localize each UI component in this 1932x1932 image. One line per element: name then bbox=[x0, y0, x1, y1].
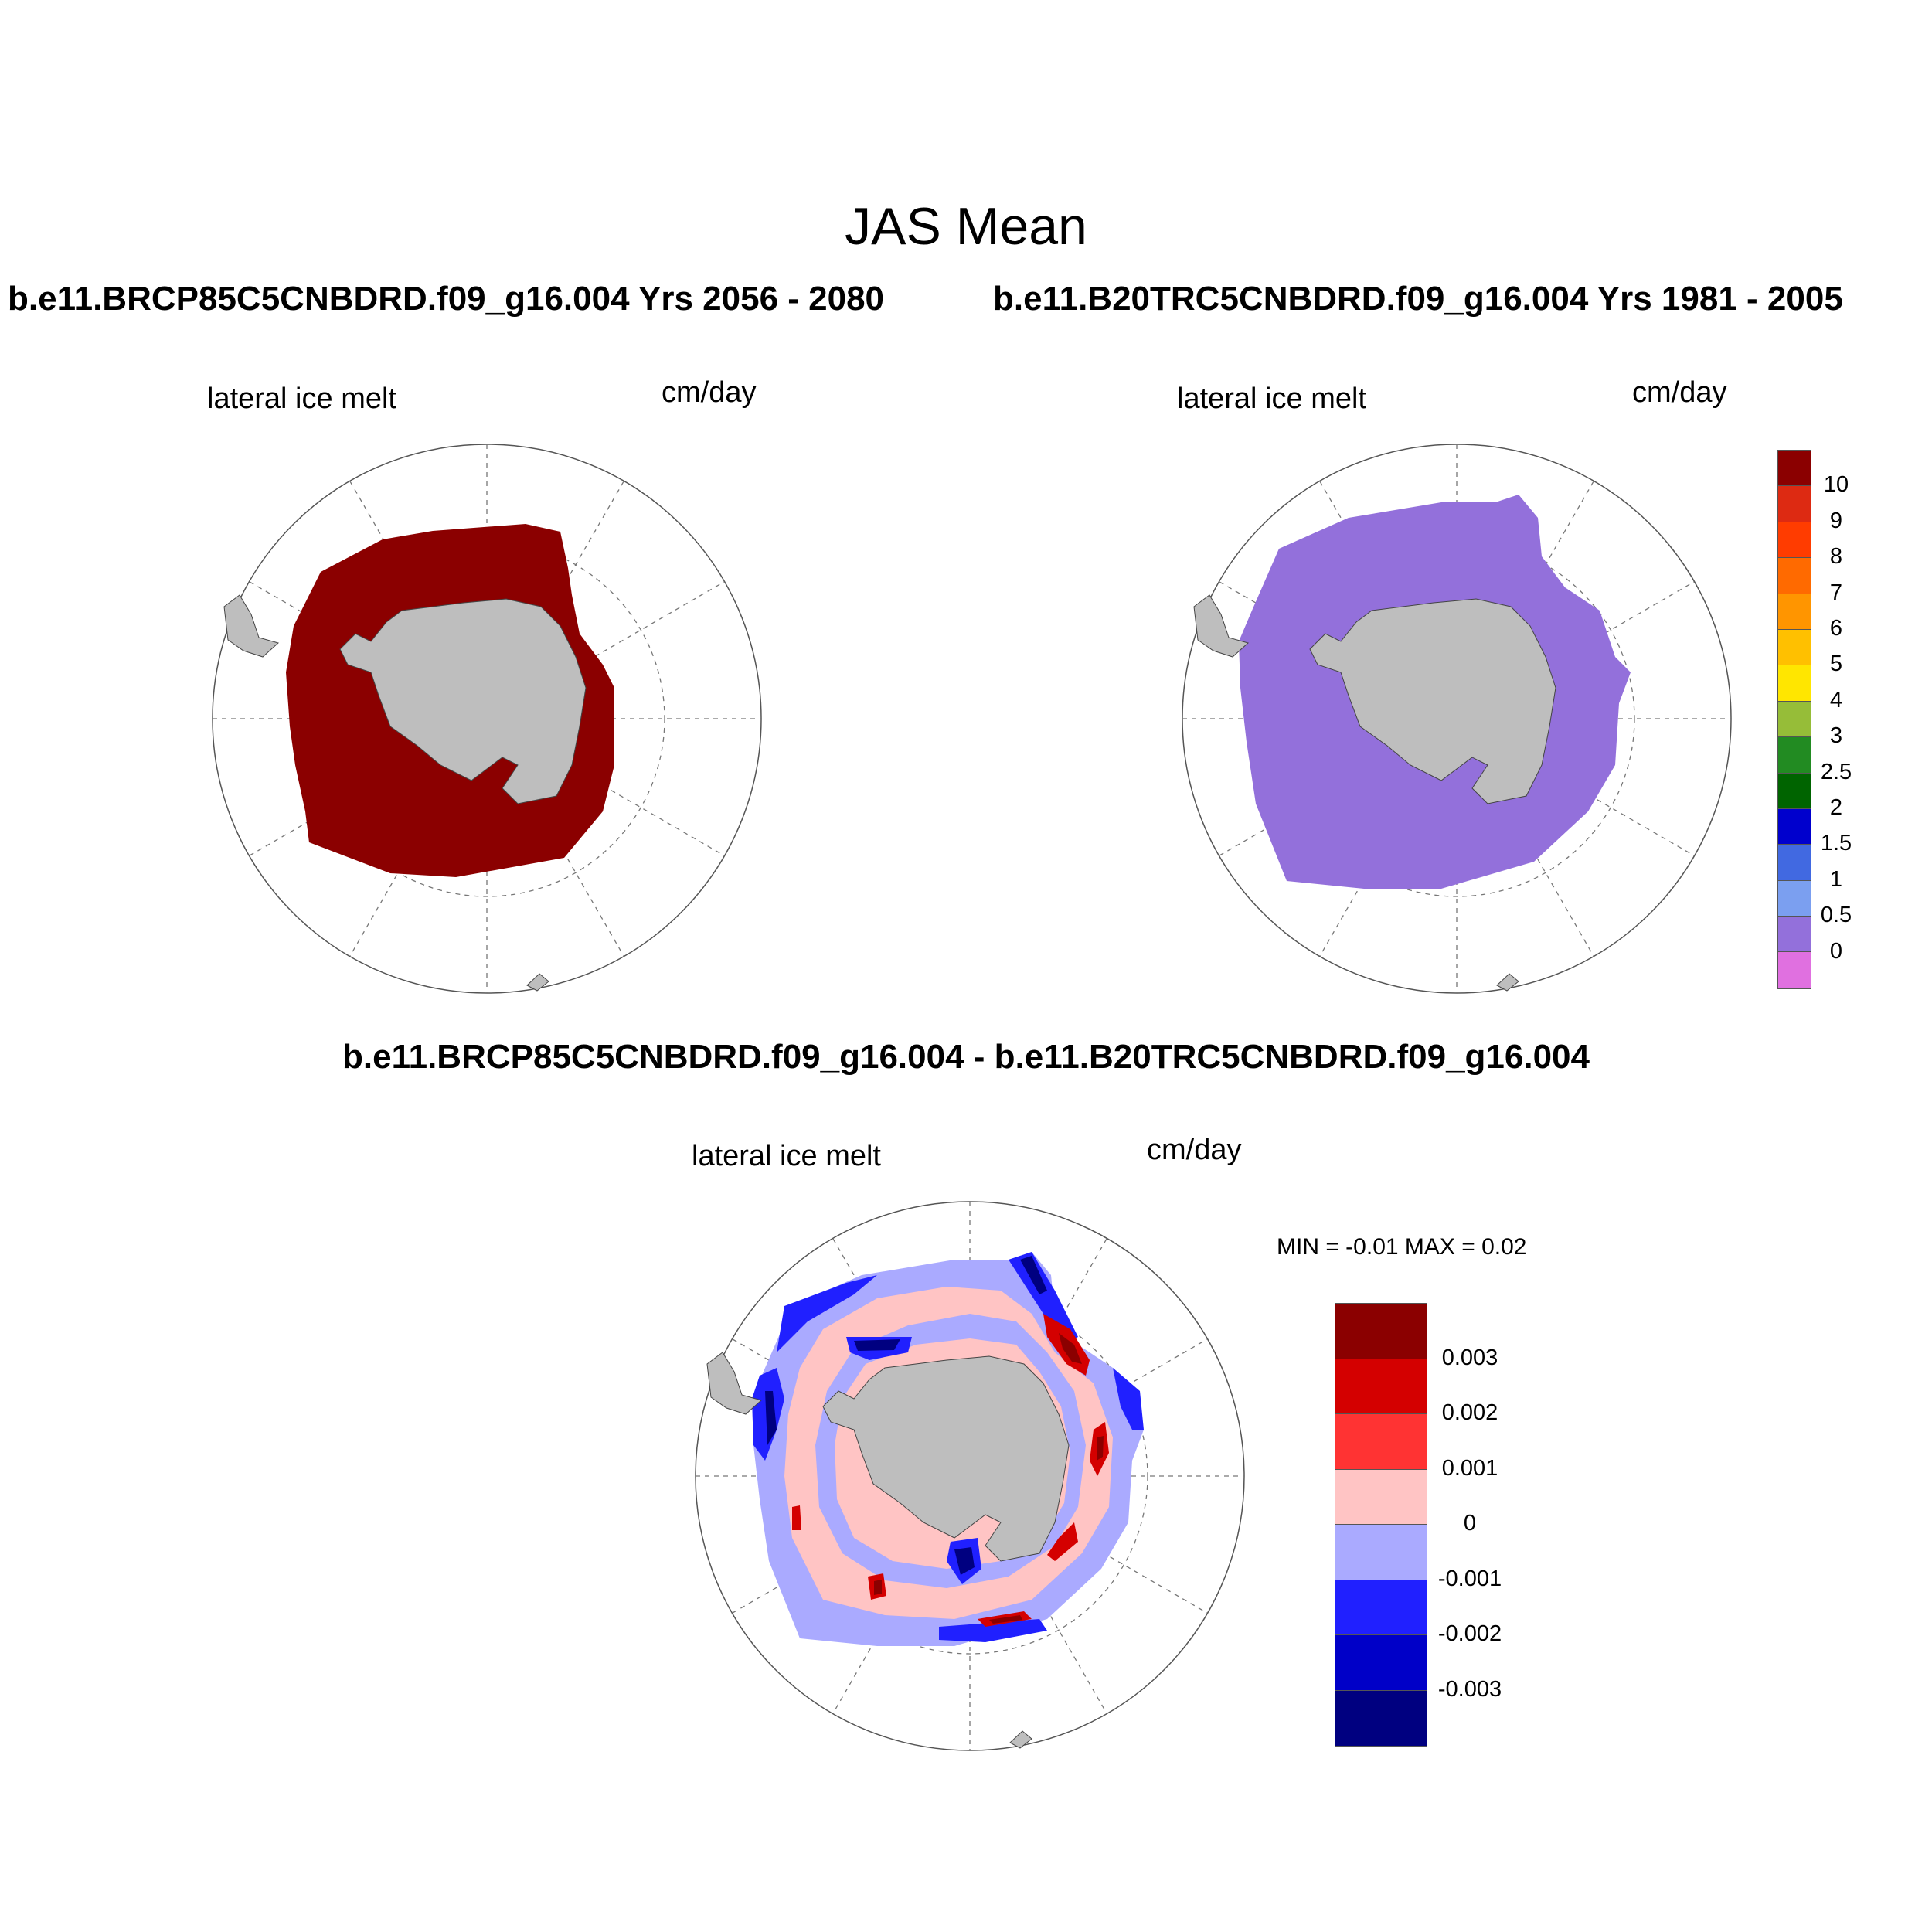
main-title: JAS Mean bbox=[845, 197, 1087, 256]
right-australia-land bbox=[1496, 973, 1519, 992]
colorbar-swatch bbox=[1778, 808, 1811, 845]
colorbar-tick-label: 3 bbox=[1829, 723, 1843, 749]
left-australia-land bbox=[526, 973, 549, 992]
main-colorbar bbox=[1777, 450, 1811, 989]
colorbar-tick-label: 1 bbox=[1829, 866, 1843, 892]
diff-polar-map bbox=[695, 1201, 1245, 1751]
colorbar-swatch bbox=[1335, 1580, 1427, 1635]
right-polar-map bbox=[1182, 444, 1732, 994]
colorbar-tick-label: 0 bbox=[1829, 938, 1843, 964]
colorbar-swatch bbox=[1335, 1635, 1427, 1691]
right-south-america-land bbox=[1193, 594, 1250, 658]
colorbar-swatch bbox=[1335, 1469, 1427, 1525]
colorbar-swatch bbox=[1335, 1525, 1427, 1580]
colorbar-swatch bbox=[1778, 737, 1811, 774]
right-units-label: cm/day bbox=[1632, 376, 1727, 409]
colorbar-tick-label: 0.002 bbox=[1441, 1400, 1498, 1425]
colorbar-tick-label: 0.003 bbox=[1441, 1345, 1498, 1370]
left-case-title: b.e11.BRCP85C5CNBDRD.f09_g16.004 Yrs 205… bbox=[8, 280, 885, 318]
colorbar-tick-label: 0.5 bbox=[1820, 903, 1852, 928]
colorbar-swatch bbox=[1778, 451, 1811, 487]
left-units-label: cm/day bbox=[662, 376, 757, 409]
diff-australia-land bbox=[1009, 1730, 1032, 1749]
left-polar-map bbox=[212, 444, 762, 994]
colorbar-tick-label: -0.002 bbox=[1437, 1621, 1502, 1646]
diff-variable-label: lateral ice melt bbox=[692, 1140, 881, 1172]
left-variable-label: lateral ice melt bbox=[207, 383, 396, 415]
diff-colorbar bbox=[1335, 1303, 1427, 1747]
colorbar-tick-label: 0 bbox=[1463, 1511, 1477, 1536]
diff-minmax-label: MIN = -0.01 MAX = 0.02 bbox=[1277, 1234, 1527, 1260]
colorbar-swatch bbox=[1778, 701, 1811, 738]
colorbar-swatch bbox=[1778, 522, 1811, 559]
colorbar-tick-label: -0.003 bbox=[1437, 1676, 1502, 1702]
colorbar-tick-label: 1.5 bbox=[1820, 831, 1852, 856]
diff-south-america-land bbox=[706, 1352, 763, 1415]
colorbar-swatch bbox=[1778, 558, 1811, 594]
diff-units-label: cm/day bbox=[1147, 1134, 1242, 1166]
colorbar-swatch bbox=[1778, 917, 1811, 953]
left-antarctica-land bbox=[339, 598, 587, 804]
colorbar-tick-label: 9 bbox=[1829, 508, 1843, 533]
colorbar-tick-label: 7 bbox=[1829, 580, 1843, 605]
colorbar-swatch bbox=[1335, 1304, 1427, 1359]
right-case-title: b.e11.B20TRC5CNBDRD.f09_g16.004 Yrs 1981… bbox=[993, 280, 1843, 318]
colorbar-swatch bbox=[1335, 1690, 1427, 1746]
colorbar-tick-label: 5 bbox=[1829, 651, 1843, 677]
colorbar-swatch bbox=[1778, 665, 1811, 702]
diff-positive-cores bbox=[874, 1333, 1104, 1624]
colorbar-swatch bbox=[1778, 845, 1811, 881]
colorbar-swatch bbox=[1778, 594, 1811, 630]
colorbar-swatch bbox=[1778, 629, 1811, 666]
colorbar-tick-label: 2.5 bbox=[1820, 759, 1852, 784]
colorbar-tick-label: -0.001 bbox=[1437, 1566, 1502, 1591]
right-antarctica-land bbox=[1309, 598, 1556, 804]
colorbar-swatch bbox=[1778, 952, 1811, 988]
colorbar-swatch bbox=[1335, 1414, 1427, 1470]
colorbar-swatch bbox=[1778, 880, 1811, 917]
colorbar-tick-label: 4 bbox=[1829, 687, 1843, 713]
colorbar-swatch bbox=[1778, 773, 1811, 809]
colorbar-tick-label: 0.001 bbox=[1441, 1455, 1498, 1481]
left-south-america-land bbox=[223, 594, 280, 658]
colorbar-tick-label: 8 bbox=[1829, 544, 1843, 570]
right-variable-label: lateral ice melt bbox=[1177, 383, 1366, 415]
diff-negative-cores bbox=[765, 1256, 1047, 1575]
diff-case-title: b.e11.BRCP85C5CNBDRD.f09_g16.004 - b.e11… bbox=[342, 1038, 1590, 1076]
colorbar-swatch bbox=[1335, 1359, 1427, 1414]
colorbar-swatch bbox=[1778, 486, 1811, 522]
colorbar-tick-label: 6 bbox=[1829, 616, 1843, 641]
colorbar-tick-label: 10 bbox=[1823, 472, 1849, 498]
diff-antarctica-land bbox=[822, 1355, 1070, 1562]
colorbar-tick-label: 2 bbox=[1829, 795, 1843, 820]
